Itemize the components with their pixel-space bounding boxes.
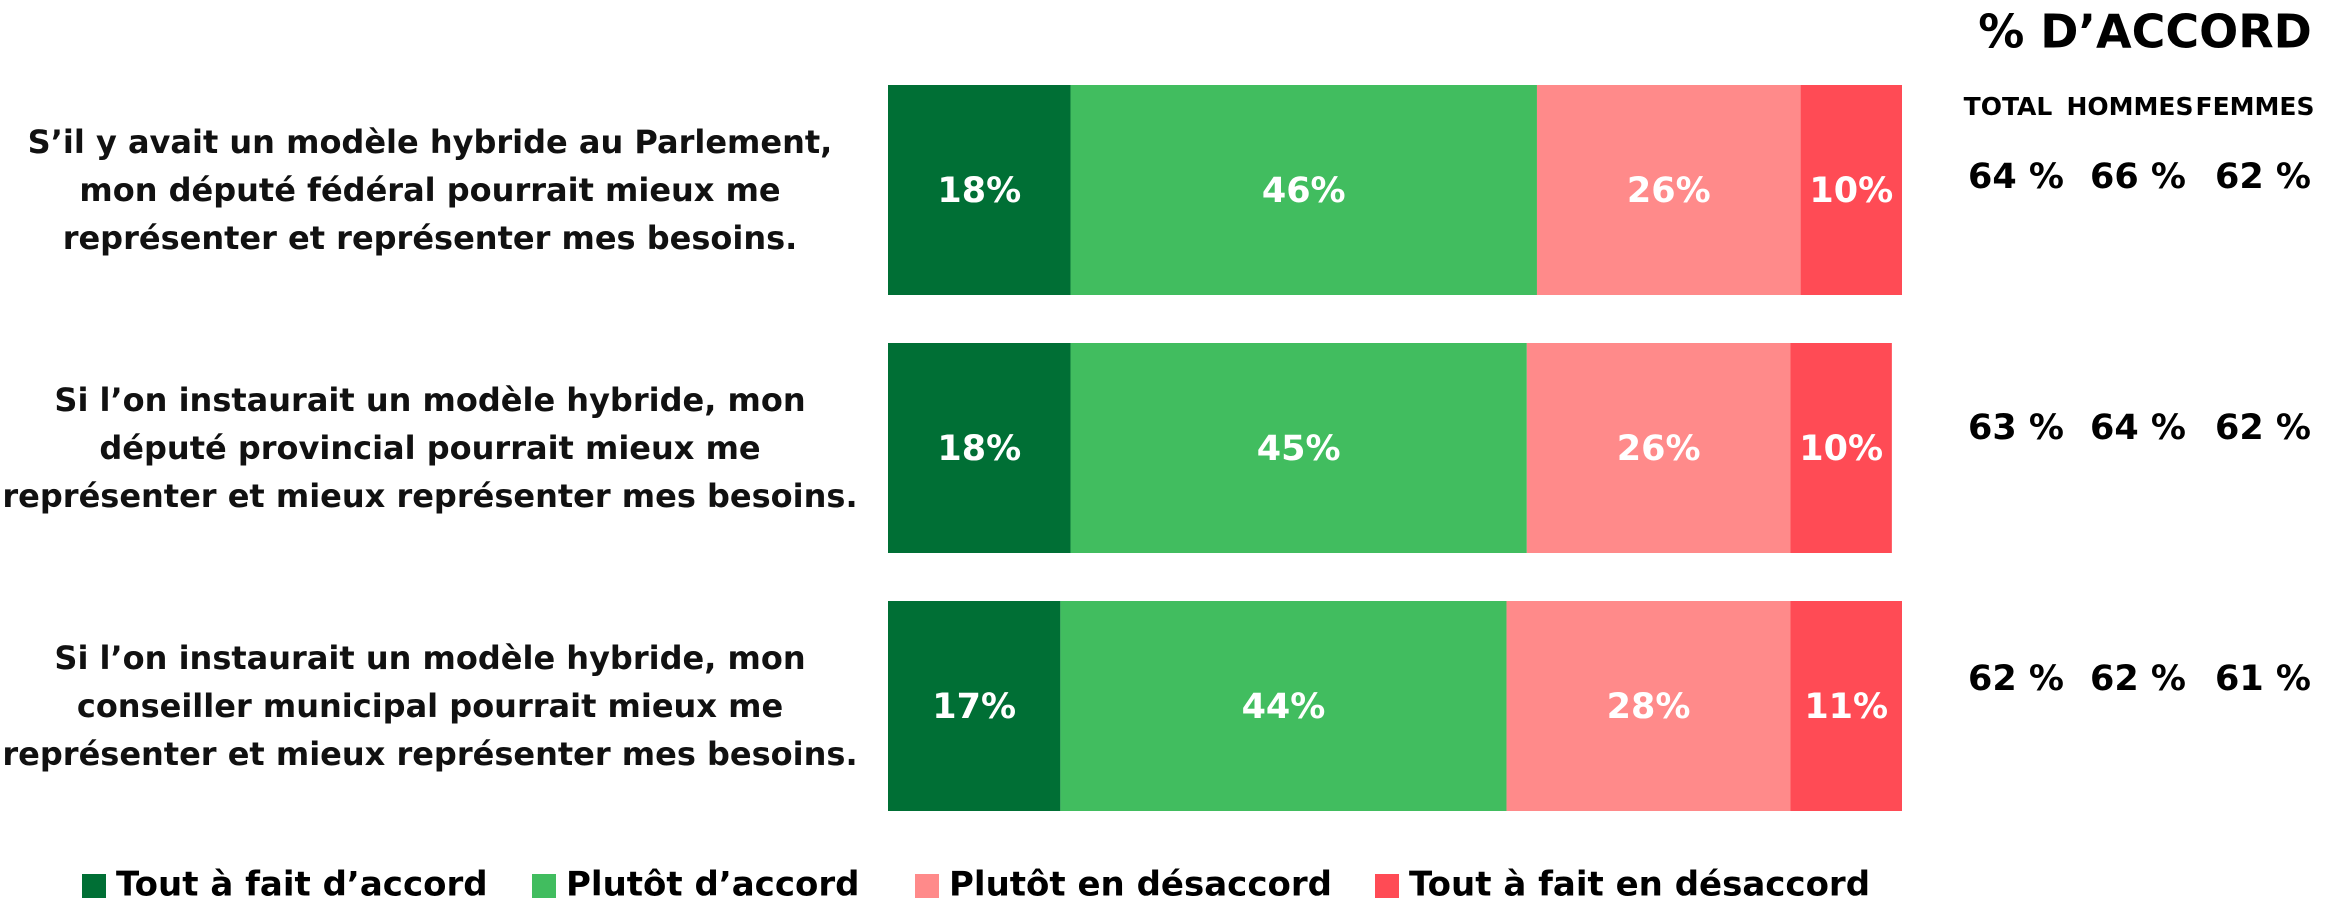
table-cell: 66 % <box>2090 157 2186 197</box>
bar-segment <box>888 343 1071 553</box>
table-column-header: HOMMES <box>2066 92 2193 121</box>
bar-value-label: 18% <box>937 429 1021 469</box>
bar-segment <box>1526 343 1791 553</box>
legend-label: Tout à fait d’accord <box>116 865 488 900</box>
category-label: S’il y avait un modèle hybride au Parlem… <box>27 123 833 257</box>
table-column-header: TOTAL <box>1964 92 2053 121</box>
bar-segment <box>1060 601 1507 811</box>
legend-swatch <box>915 874 939 898</box>
bar-value-label: 46% <box>1262 171 1346 211</box>
table-cell: 61 % <box>2215 659 2311 699</box>
bar-segment <box>1536 85 1801 295</box>
category-label: Si l’on instaurait un modèle hybride, mo… <box>2 381 858 515</box>
bar-value-label: 28% <box>1607 687 1691 727</box>
bar-segment <box>1790 343 1892 553</box>
table-cell: 62 % <box>2215 157 2311 197</box>
legend-label: Plutôt en désaccord <box>949 865 1332 900</box>
table-cell: 62 % <box>2215 408 2311 448</box>
bar-segment <box>888 601 1061 811</box>
table-cell: 62 % <box>2090 659 2186 699</box>
bar-value-label: 10% <box>1809 171 1893 211</box>
table-cell: 62 % <box>1968 659 2064 699</box>
category-label: Si l’on instaurait un modèle hybride, mo… <box>2 639 858 773</box>
bar-segment <box>1070 85 1537 295</box>
bar-value-label: 17% <box>932 687 1016 727</box>
bar-value-label: 10% <box>1799 429 1883 469</box>
legend-swatch <box>1375 874 1399 898</box>
bar-value-label: 26% <box>1617 429 1701 469</box>
bar-segment <box>1790 601 1902 811</box>
bar-segment <box>1070 343 1527 553</box>
table-cell: 64 % <box>2090 408 2186 448</box>
bar-segment <box>888 85 1071 295</box>
bar-value-label: 11% <box>1804 687 1888 727</box>
legend-swatch <box>82 874 106 898</box>
legend-swatch <box>532 874 556 898</box>
bar-value-label: 18% <box>937 171 1021 211</box>
bar-value-label: 44% <box>1242 687 1326 727</box>
bar-value-label: 26% <box>1627 171 1711 211</box>
bar-segment <box>1506 601 1791 811</box>
bar-segment <box>1800 85 1902 295</box>
legend-label: Tout à fait en désaccord <box>1409 865 1870 900</box>
table-column-header: FEMMES <box>2196 92 2315 121</box>
table-title: % D’ACCORD <box>1978 5 2312 59</box>
table-cell: 64 % <box>1968 157 2064 197</box>
table-cell: 63 % <box>1968 408 2064 448</box>
bar-value-label: 45% <box>1257 429 1341 469</box>
legend-label: Plutôt d’accord <box>566 865 859 900</box>
